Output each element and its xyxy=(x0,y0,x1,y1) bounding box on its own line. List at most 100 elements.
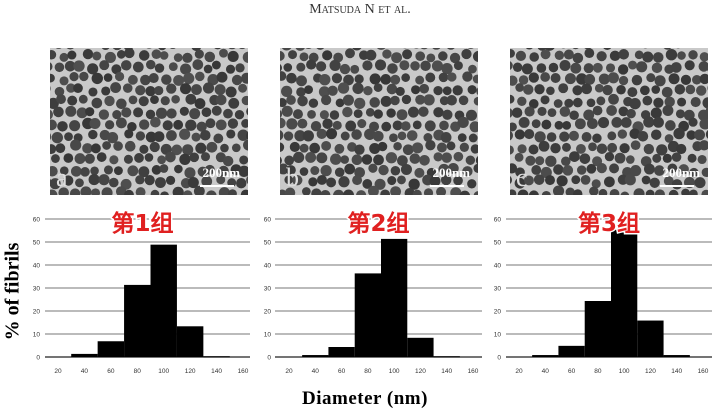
fibril xyxy=(154,63,165,73)
fibril xyxy=(214,84,226,96)
fibril xyxy=(668,189,679,195)
fibril xyxy=(63,175,74,186)
fibril xyxy=(187,177,199,189)
fibril xyxy=(426,53,436,63)
fibril xyxy=(345,120,357,132)
fibril xyxy=(517,189,529,195)
fibril xyxy=(450,187,462,195)
fibril xyxy=(357,119,367,129)
fibril xyxy=(441,62,453,75)
fibril xyxy=(237,129,248,141)
fibril xyxy=(402,144,414,156)
fibril xyxy=(553,99,563,108)
fibril xyxy=(552,185,565,195)
y-tick-label: 40 xyxy=(494,263,502,270)
fibril xyxy=(182,190,193,195)
fibril xyxy=(688,117,698,127)
fibril xyxy=(116,98,127,110)
fibril xyxy=(50,178,61,190)
fibril xyxy=(110,82,122,94)
fibril xyxy=(418,106,429,117)
fibril xyxy=(115,117,127,129)
fibril xyxy=(442,86,452,96)
fibril xyxy=(231,74,243,86)
fibril xyxy=(687,153,697,163)
fibril xyxy=(389,133,398,143)
fibril xyxy=(59,76,69,86)
fibril xyxy=(241,95,248,106)
fibril xyxy=(182,144,194,156)
fibril xyxy=(308,98,319,108)
fibril xyxy=(618,75,629,86)
fibril xyxy=(365,108,375,117)
fibril xyxy=(571,175,581,185)
fibril xyxy=(696,85,707,96)
fibril xyxy=(228,48,236,50)
fibril xyxy=(436,142,447,153)
fibril xyxy=(310,166,320,176)
fibril xyxy=(180,63,192,75)
fibril xyxy=(369,142,381,154)
fibril xyxy=(139,119,150,130)
fibril xyxy=(680,74,692,85)
fibril xyxy=(510,130,513,141)
x-tick-label: 100 xyxy=(158,368,169,375)
fibril xyxy=(642,95,653,106)
fibril xyxy=(540,49,551,60)
fibril xyxy=(343,74,354,86)
fibril xyxy=(151,49,162,59)
fibril xyxy=(642,51,654,63)
fibril xyxy=(246,131,248,140)
fibril xyxy=(396,109,408,121)
fibril xyxy=(528,72,539,83)
fibril xyxy=(684,60,695,71)
fibril xyxy=(380,189,391,195)
fibril xyxy=(554,120,564,130)
x-tick-label: 140 xyxy=(441,368,452,375)
fibril xyxy=(677,97,687,107)
fibril xyxy=(200,129,211,141)
fibril xyxy=(412,120,422,130)
fibril xyxy=(331,73,343,84)
fibril xyxy=(327,85,338,96)
fibril xyxy=(354,97,366,110)
fibril xyxy=(390,165,401,176)
fibril xyxy=(192,59,204,70)
fibril xyxy=(473,191,478,195)
fibril xyxy=(123,154,133,164)
fibril xyxy=(320,189,331,195)
fibril xyxy=(369,97,380,108)
fibril xyxy=(675,109,685,119)
fibril xyxy=(694,129,706,141)
fibril xyxy=(609,188,620,195)
fibril xyxy=(572,85,583,96)
fibril xyxy=(144,153,154,162)
fibril xyxy=(160,96,170,106)
fibril xyxy=(459,190,471,195)
fibril xyxy=(377,48,386,50)
fibril xyxy=(319,73,331,86)
fibril xyxy=(195,142,207,154)
fibril xyxy=(322,50,333,61)
fibril xyxy=(607,142,618,153)
y-tick-label: 60 xyxy=(33,217,41,224)
group-title: 第2组 xyxy=(347,210,409,237)
fibril xyxy=(132,61,144,73)
fibril xyxy=(54,86,65,97)
fibril xyxy=(411,85,421,95)
fibril xyxy=(630,165,642,177)
fibril xyxy=(515,50,527,62)
fibril xyxy=(631,74,643,86)
fibril xyxy=(55,143,66,154)
fibril xyxy=(280,48,281,49)
fibril xyxy=(226,129,236,139)
fibril xyxy=(162,120,173,131)
fibril xyxy=(294,130,306,142)
fibril xyxy=(533,174,545,185)
fibril xyxy=(205,118,216,129)
fibril xyxy=(652,52,664,63)
fibril xyxy=(67,50,77,60)
fibril xyxy=(572,52,584,64)
fibril xyxy=(191,132,201,142)
fibril xyxy=(473,96,478,106)
